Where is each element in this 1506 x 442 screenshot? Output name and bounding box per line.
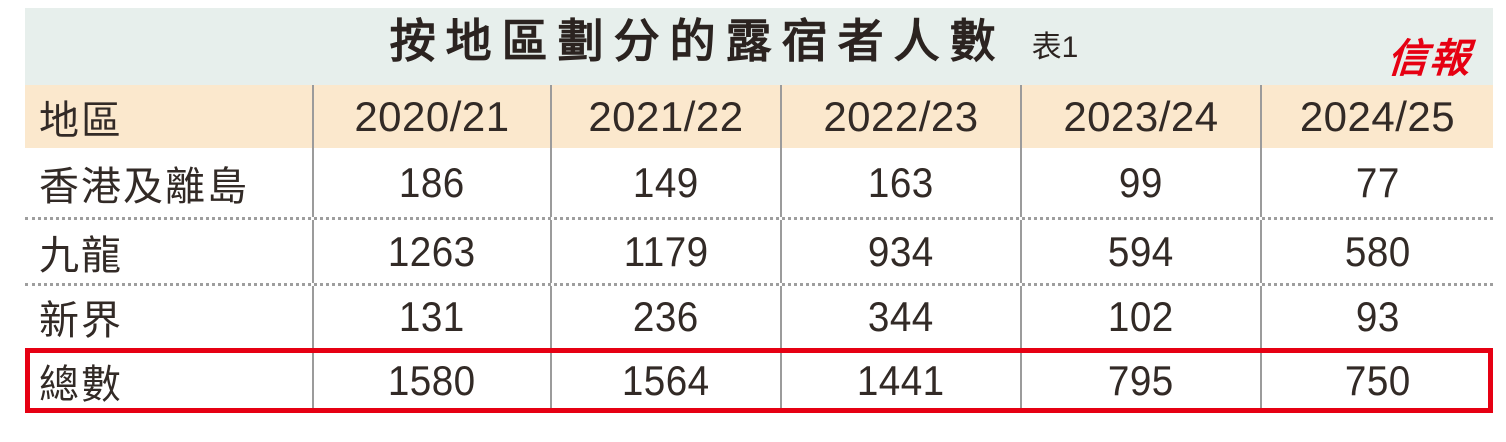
value: 594 — [1108, 227, 1174, 275]
column-header-region: 地區 — [25, 85, 314, 148]
region-cell: 九龍 — [25, 220, 314, 283]
value: 163 — [868, 158, 934, 206]
value-cell: 594 — [1022, 220, 1262, 283]
value-cell: 131 — [314, 286, 552, 348]
region-cell: 新界 — [25, 286, 314, 348]
column-header-year: 2021/22 — [552, 85, 782, 148]
value: 186 — [399, 158, 465, 206]
value: 1441 — [857, 356, 945, 404]
title-band — [25, 8, 1493, 85]
value: 795 — [1108, 356, 1174, 404]
value: 934 — [868, 227, 934, 275]
hkej-logo: 信報 — [1386, 37, 1474, 81]
column-header-year: 2023/24 — [1022, 85, 1262, 148]
value: 344 — [868, 293, 934, 340]
table-row-hk-islands: 香港及離島 186 149 163 99 77 — [25, 148, 1493, 217]
value-cell: 750 — [1262, 348, 1493, 413]
value-cell: 99 — [1022, 148, 1262, 217]
table-row-total: 總數 1580 1564 1441 795 750 — [25, 348, 1493, 413]
value-cell: 1263 — [314, 220, 552, 283]
table-row-new-territories: 新界 131 236 344 102 93 — [25, 283, 1493, 348]
value: 149 — [633, 158, 699, 206]
value: 131 — [399, 293, 465, 340]
value: 580 — [1344, 227, 1411, 275]
column-header-year: 2022/23 — [782, 85, 1022, 148]
data-table: 地區 2020/21 2021/22 2022/23 2023/24 2024/… — [25, 85, 1493, 413]
value: 77 — [1355, 158, 1400, 206]
table-header-row: 地區 2020/21 2021/22 2022/23 2023/24 2024/… — [25, 85, 1493, 148]
value-cell: 163 — [782, 148, 1022, 217]
value: 236 — [633, 293, 699, 340]
value-cell: 795 — [1022, 348, 1262, 413]
table-row-kowloon: 九龍 1263 1179 934 594 580 — [25, 217, 1493, 283]
value: 1179 — [623, 227, 709, 275]
value-cell: 1441 — [782, 348, 1022, 413]
value-cell: 93 — [1262, 286, 1493, 348]
region-cell: 香港及離島 — [25, 148, 314, 217]
value: 750 — [1344, 356, 1411, 404]
figure-title: 按地區劃分的露宿者人數 — [389, 15, 1006, 67]
value-cell: 1179 — [552, 220, 782, 283]
value-cell: 1580 — [314, 348, 552, 413]
value-cell: 149 — [552, 148, 782, 217]
value-cell: 186 — [314, 148, 552, 217]
region-cell: 總數 — [25, 348, 314, 413]
value-cell: 102 — [1022, 286, 1262, 348]
title-row: 按地區劃分的露宿者人數 表1 — [0, 0, 1468, 77]
value-cell: 236 — [552, 286, 782, 348]
value-cell: 344 — [782, 286, 1022, 348]
value: 1580 — [388, 356, 476, 404]
value-cell: 77 — [1262, 148, 1493, 217]
value: 1263 — [388, 227, 476, 275]
value-cell: 1564 — [552, 348, 782, 413]
value: 99 — [1119, 158, 1163, 206]
value: 1564 — [622, 356, 710, 404]
column-header-year: 2020/21 — [314, 85, 552, 148]
value: 93 — [1355, 293, 1400, 340]
table-number-label: 表1 — [1031, 31, 1079, 64]
value-cell: 580 — [1262, 220, 1493, 283]
value-cell: 934 — [782, 220, 1022, 283]
column-header-year: 2024/25 — [1299, 92, 1456, 140]
value: 102 — [1108, 293, 1174, 340]
